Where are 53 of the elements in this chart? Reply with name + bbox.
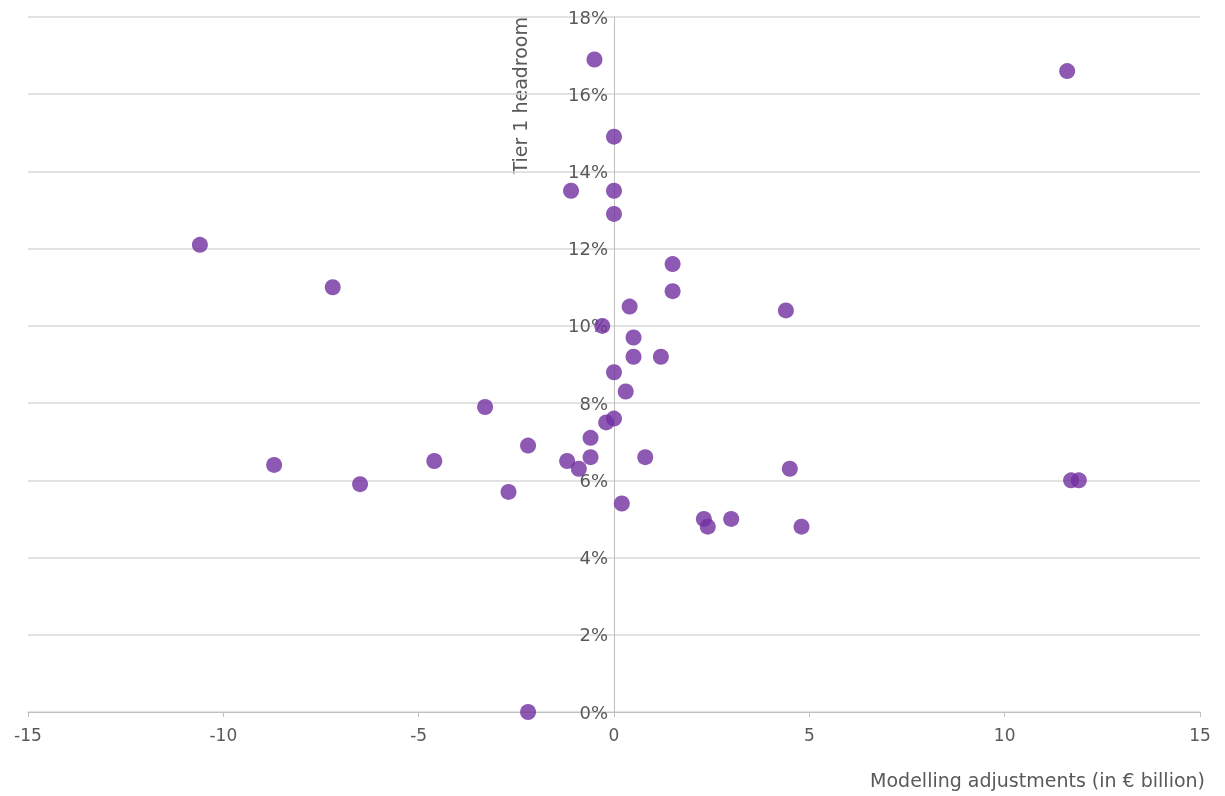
point (324, 279, 341, 296)
point (664, 256, 681, 273)
y-axis-title: Tier 1 headroom (509, 17, 531, 175)
point (613, 495, 630, 512)
point (699, 518, 716, 535)
x-tick-label: -10 (209, 724, 238, 745)
point (664, 283, 681, 300)
y-tick-label: 0% (579, 701, 608, 723)
point (563, 182, 580, 199)
point (559, 453, 576, 470)
x-tick-label: 5 (803, 724, 815, 745)
point (617, 383, 634, 400)
x-axis-title: Modelling adjustments (in € billion) (870, 769, 1205, 791)
y-tick-label: 18% (567, 6, 608, 28)
x-tick-label: -15 (14, 724, 42, 745)
point (500, 483, 517, 500)
y-tick-label: 8% (579, 392, 608, 414)
point (1059, 63, 1076, 80)
x-tick-label: 0 (608, 724, 620, 745)
y-tick-label: 2% (579, 624, 608, 646)
point (520, 437, 537, 454)
x-tick-label: -5 (410, 724, 428, 745)
point (477, 398, 494, 415)
point (723, 510, 740, 527)
point (582, 449, 599, 466)
point (606, 128, 622, 145)
y-tick-label: 14% (567, 160, 608, 182)
y-tick-label: 16% (567, 83, 608, 105)
x-tick-label: 15 (1189, 724, 1211, 745)
point (582, 429, 599, 446)
point (352, 476, 369, 493)
point (586, 51, 603, 68)
point (621, 298, 638, 315)
point (793, 518, 810, 535)
point (1070, 472, 1087, 489)
point (652, 348, 669, 365)
point (637, 449, 654, 466)
point (625, 329, 642, 346)
y-tick-label: 4% (579, 547, 608, 569)
point (191, 236, 208, 253)
point (606, 182, 622, 199)
y-tick-label: 12% (567, 238, 608, 260)
point (606, 205, 622, 222)
point (625, 348, 642, 365)
point (266, 456, 283, 473)
point (598, 414, 615, 431)
point (606, 364, 622, 381)
y-tick-label: 6% (579, 469, 608, 491)
point (781, 460, 798, 477)
point (520, 704, 537, 720)
point (777, 302, 794, 319)
x-tick-label: 10 (993, 724, 1016, 745)
point (426, 453, 443, 470)
